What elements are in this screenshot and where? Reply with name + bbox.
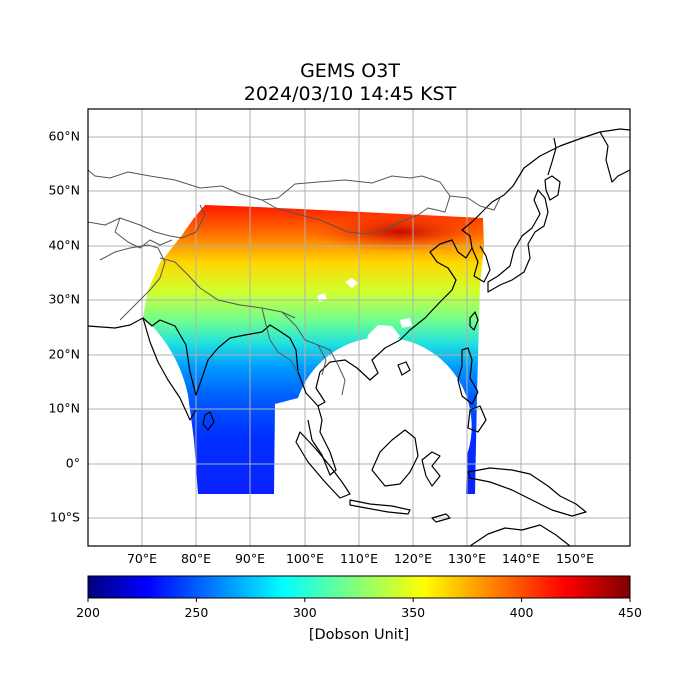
border-mongolia-china: [261, 195, 451, 235]
coastline-thailand: [307, 405, 337, 476]
lon-label: 140°E: [502, 551, 540, 566]
border-indochina: [304, 339, 346, 396]
border-afghanistan-pakistan: [99, 244, 166, 321]
country-borders: [88, 169, 501, 396]
coastline-new-guinea: [467, 467, 587, 517]
lat-label: 0°: [66, 456, 80, 471]
coastline-india-west: [142, 317, 197, 421]
ozone-swath: [143, 205, 484, 494]
colorbar-tick-label: 250: [184, 605, 208, 620]
map-title: GEMS O3T: [300, 60, 400, 82]
lat-label: 50°N: [48, 183, 80, 198]
coastline-hainan: [397, 361, 411, 376]
cloud-gap-1: [366, 325, 400, 352]
coastline-sakhalin: [547, 137, 557, 176]
lat-label: 10°N: [48, 401, 80, 416]
lat-label: 40°N: [48, 238, 80, 253]
coastline-timor: [431, 513, 451, 523]
lon-label: 90°E: [235, 551, 265, 566]
longitude-labels: 70°E 80°E 90°E 100°E 110°E 120°E 130°E 1…: [127, 551, 594, 566]
colorbar-tick-label: 350: [401, 605, 425, 620]
coastline-borneo: [371, 429, 419, 487]
lon-label: 120°E: [394, 551, 432, 566]
colorbar-tick-label: 450: [618, 605, 642, 620]
lon-label: 100°E: [286, 551, 324, 566]
coastline-japan: [487, 189, 549, 293]
border-myanmar: [261, 307, 306, 373]
lat-label: 20°N: [48, 347, 80, 362]
coastlines: [88, 128, 630, 546]
coastline-australia: [469, 524, 571, 546]
colorbar-tick-label: 300: [293, 605, 317, 620]
coastline-korea: [471, 245, 491, 283]
coastline-philippines: [457, 347, 487, 433]
lat-label: 10°S: [50, 510, 80, 525]
map-subtitle: 2024/03/10 14:45 KST: [243, 83, 457, 105]
map-frame: [87, 108, 631, 547]
colorbar-tick-label: 200: [76, 605, 100, 620]
coastline-taiwan: [469, 311, 479, 331]
border-kazakhstan-central-asia: [88, 204, 206, 249]
colorbar-tick-label: 400: [510, 605, 534, 620]
cloud-gap-2: [345, 278, 358, 288]
colorbar: 200 250 300 350 400 450 [Dobson Unit]: [76, 575, 642, 643]
coastline-japan-north: [544, 175, 561, 201]
border-india-china: [159, 257, 296, 319]
lon-label: 80°E: [181, 551, 211, 566]
colorbar-unit-label: [Dobson Unit]: [309, 627, 409, 643]
cloud-gap-4: [400, 318, 412, 328]
coastline-sumatra: [295, 431, 351, 499]
lon-label: 110°E: [340, 551, 378, 566]
coastline-sulawesi: [421, 451, 441, 487]
lat-label: 60°N: [48, 129, 80, 144]
lon-label: 70°E: [127, 551, 157, 566]
colorbar-gradient: [87, 575, 631, 599]
lon-label: 150°E: [556, 551, 594, 566]
coastline-kamchatka: [599, 131, 630, 183]
border-russia-china-mongolia: [88, 169, 501, 211]
coastline-sri-lanka: [202, 411, 215, 431]
coastline-asia-mainland: [88, 128, 630, 407]
lat-label: 30°N: [48, 292, 80, 307]
lon-label: 130°E: [448, 551, 486, 566]
latitude-labels: 60°N 50°N 40°N 30°N 20°N 10°N 0° 10°S: [48, 129, 80, 525]
coastline-java: [349, 499, 411, 515]
